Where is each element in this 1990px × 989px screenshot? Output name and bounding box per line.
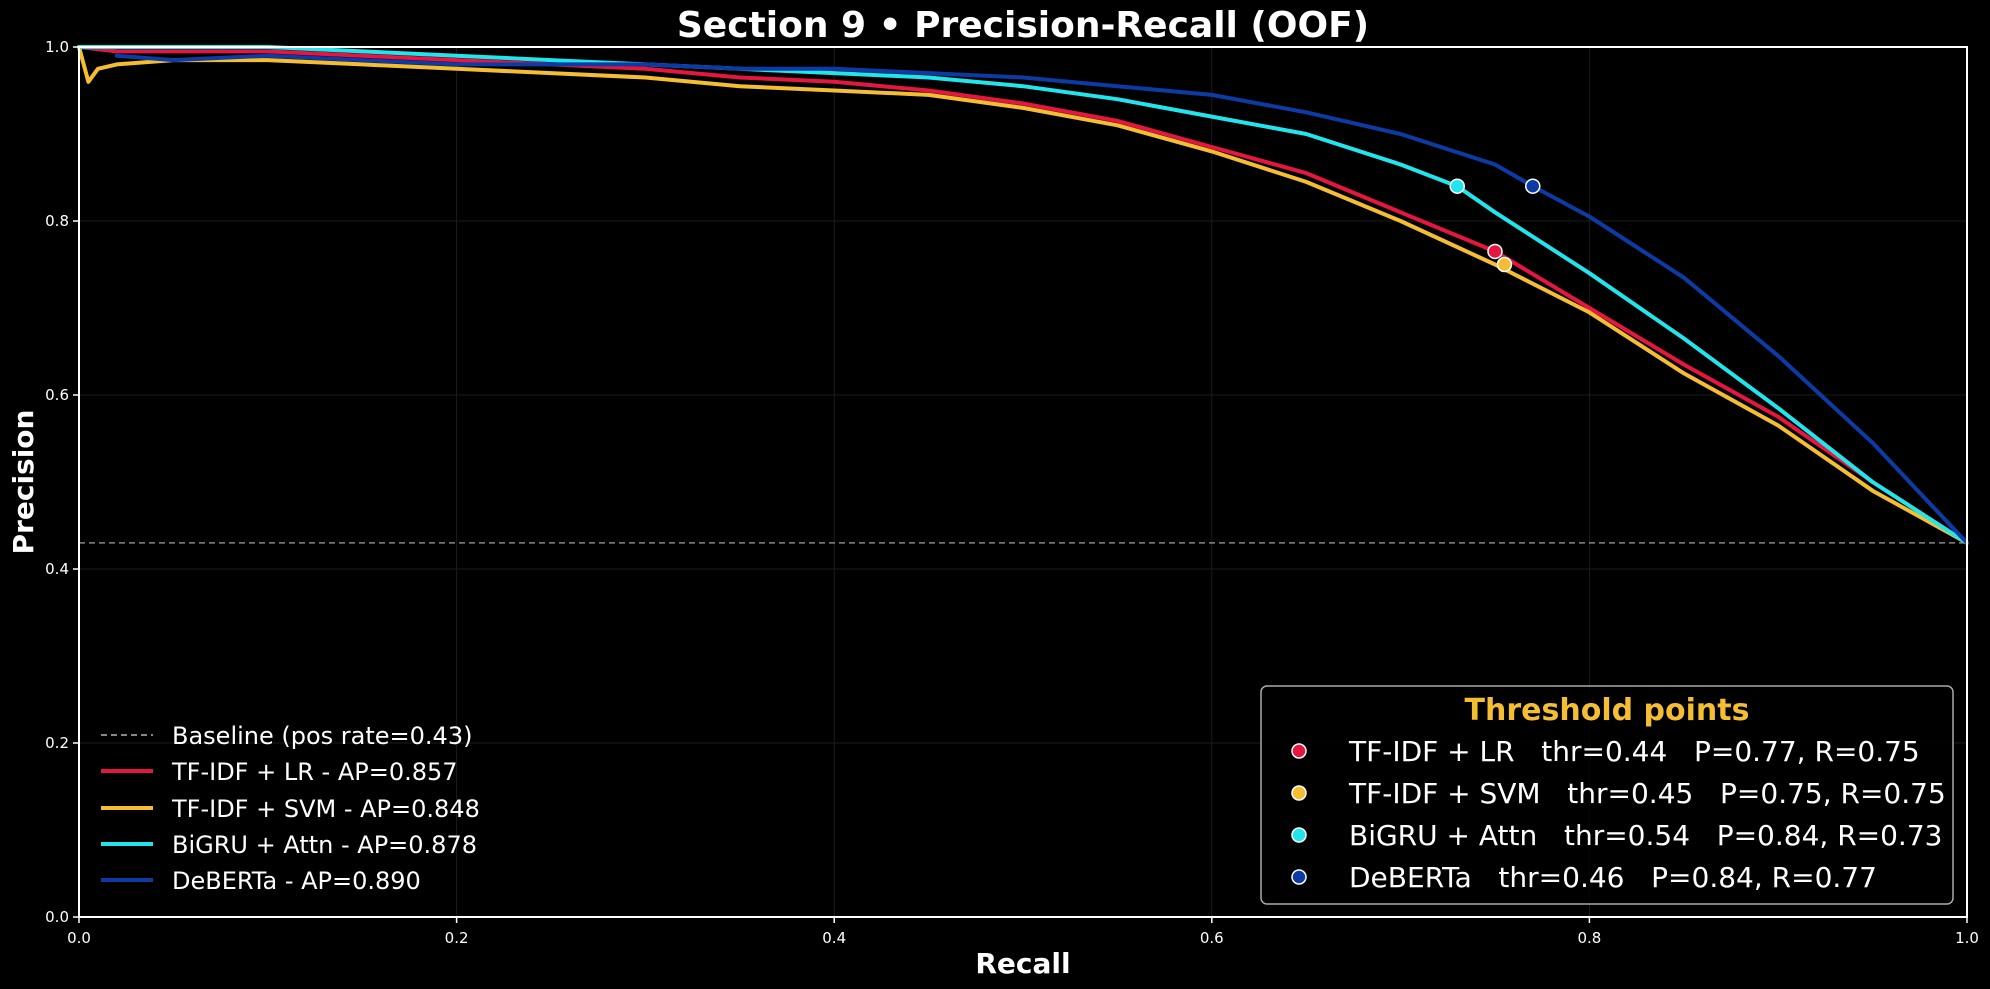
threshold-legend-marker-deberta — [1291, 869, 1307, 885]
y-axis-label: Precision — [7, 410, 40, 555]
y-tick-label: 0.0 — [45, 908, 69, 926]
threshold-markers — [1449, 178, 1541, 273]
threshold-legend-label-tfidf-lr: TF-IDF + LR thr=0.44 P=0.77, R=0.75 — [1348, 735, 1920, 768]
threshold-legend-label-deberta: DeBERTa thr=0.46 P=0.84, R=0.77 — [1349, 861, 1877, 894]
legend-label-tfidf-svm: TF-IDF + SVM - AP=0.848 — [171, 795, 480, 823]
threshold-legend-label-bigru: BiGRU + Attn thr=0.54 P=0.84, R=0.73 — [1349, 819, 1942, 852]
threshold-legend-title: Threshold points — [1465, 693, 1750, 728]
legend-label-deberta: DeBERTa - AP=0.890 — [172, 867, 421, 895]
x-axis-ticks: 0.0 0.2 0.4 0.6 0.8 1.0 — [67, 917, 1979, 947]
y-tick-label: 0.8 — [45, 212, 69, 230]
series-line-tfidf-lr — [77, 45, 1969, 545]
threshold-point-bigru — [1449, 178, 1465, 194]
x-tick-label: 0.2 — [445, 929, 469, 947]
series-line-bigru — [77, 45, 1969, 545]
legend-label-bigru: BiGRU + Attn - AP=0.878 — [172, 831, 477, 859]
threshold-legend-box — [1260, 685, 1954, 905]
threshold-point-tfidf-lr — [1487, 243, 1503, 260]
threshold-legend-marker-bigru — [1291, 827, 1307, 843]
threshold-legend-label-tfidf-svm: TF-IDF + SVM thr=0.45 P=0.75, R=0.75 — [1348, 777, 1946, 810]
y-axis-ticks: 0.0 0.2 0.4 0.6 0.8 1.0 — [45, 38, 79, 926]
y-tick-label: 1.0 — [45, 38, 69, 56]
threshold-point-deberta — [1525, 178, 1541, 194]
x-tick-label: 0.6 — [1200, 929, 1224, 947]
threshold-legend-marker-tfidf-svm — [1291, 785, 1307, 801]
x-axis-label: Recall — [975, 947, 1070, 980]
series-line-deberta — [114, 53, 1969, 545]
x-tick-label: 0.4 — [822, 929, 846, 947]
x-tick-label: 0.0 — [67, 929, 91, 947]
y-tick-label: 0.6 — [45, 386, 69, 404]
legend-baseline-label: Baseline (pos rate=0.43) — [172, 722, 472, 750]
legend-label-tfidf-lr: TF-IDF + LR - AP=0.857 — [171, 758, 458, 786]
y-tick-label: 0.2 — [45, 734, 69, 752]
threshold-legend-marker-tfidf-lr — [1291, 743, 1307, 759]
y-tick-label: 0.4 — [45, 560, 69, 578]
x-tick-label: 1.0 — [1955, 929, 1979, 947]
threshold-legend: Threshold points TF-IDF + LR thr=0.44 P=… — [1260, 685, 1954, 905]
legend: Baseline (pos rate=0.43) TF-IDF + LR - A… — [101, 722, 480, 895]
x-tick-label: 0.8 — [1577, 929, 1601, 947]
chart-title: Section 9 • Precision-Recall (OOF) — [677, 5, 1369, 46]
plot-frame — [78, 46, 1968, 918]
series-lines — [77, 45, 1969, 545]
threshold-point-tfidf-svm — [1496, 256, 1513, 273]
